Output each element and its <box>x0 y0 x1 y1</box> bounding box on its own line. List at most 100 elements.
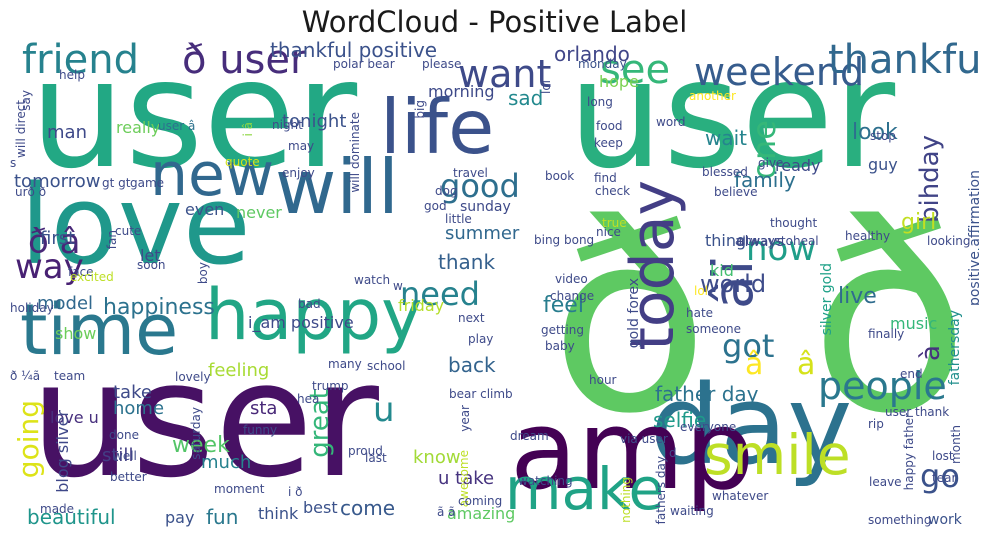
word-104: monday <box>578 57 627 71</box>
word-160: play <box>468 332 494 346</box>
word-125: stop <box>870 129 896 143</box>
word-3: user <box>30 326 379 513</box>
word-108: user â <box>158 119 196 133</box>
word-178: done <box>109 428 139 442</box>
word-29: way <box>15 247 84 287</box>
word-34: going <box>12 400 45 479</box>
word-17: make <box>505 455 665 523</box>
word-145: cute <box>115 224 142 238</box>
word-100: pay <box>165 508 195 527</box>
word-98: best <box>303 498 338 517</box>
word-88: sunday <box>460 199 511 215</box>
word-181: funny <box>243 423 278 437</box>
word-164: ð ¼ã <box>10 369 41 383</box>
word-40: orlando <box>554 42 630 66</box>
word-55: summer <box>445 223 520 244</box>
word-201: waiting <box>670 504 714 518</box>
word-19: ð user <box>182 40 307 83</box>
word-9: happy <box>205 274 423 356</box>
word-84: man <box>47 122 87 143</box>
word-161: baby <box>545 339 575 353</box>
word-93: kid <box>710 261 734 280</box>
word-39: thankful positive <box>270 40 438 62</box>
word-35: u <box>373 390 395 430</box>
word-197: whatever <box>712 489 769 503</box>
word-68: home <box>113 398 165 419</box>
word-150: watch <box>354 273 391 287</box>
word-89: friday <box>398 296 445 315</box>
word-99: think <box>258 504 299 523</box>
word-133: believe <box>714 185 758 199</box>
word-157: change <box>550 289 595 303</box>
word-59: week <box>172 433 230 458</box>
word-30: need <box>400 275 480 313</box>
word-152: bad <box>298 297 321 311</box>
word-155: hate <box>686 306 714 320</box>
word-80: silver gold <box>819 263 835 336</box>
word-128: urð ð <box>15 185 47 199</box>
word-86: even <box>185 200 225 219</box>
word-154: lol <box>694 284 709 298</box>
word-107: game <box>130 176 165 190</box>
word-38: à <box>916 345 946 361</box>
word-183: moment <box>214 482 265 496</box>
word-52: wait <box>705 126 748 150</box>
word-105: lol <box>539 80 553 95</box>
word-180: saturday <box>189 407 203 460</box>
word-103: please <box>422 57 462 71</box>
word-132: blessed <box>702 165 748 179</box>
word-130: find <box>594 171 617 185</box>
word-11: life <box>380 83 495 171</box>
word-50: tomorrow <box>14 171 101 192</box>
word-69: still <box>102 445 134 466</box>
word-56: thank <box>438 250 496 274</box>
word-70: much <box>201 452 252 473</box>
word-81: gold forex <box>626 278 642 349</box>
word-12: will <box>275 143 399 231</box>
word-131: check <box>595 184 631 198</box>
word-172: hour <box>589 373 617 387</box>
word-187: dream <box>510 429 549 443</box>
word-146: face <box>68 265 94 279</box>
word-190: d <box>669 446 677 460</box>
word-156: video <box>555 272 588 286</box>
word-199: watching <box>518 474 573 488</box>
word-18: friend <box>22 40 139 83</box>
word-16: smile <box>704 423 851 487</box>
word-5: ð <box>810 169 970 471</box>
word-96: music <box>890 314 938 333</box>
word-62: come <box>340 496 396 520</box>
word-20: see <box>600 47 671 93</box>
word-85: i_am positive <box>248 313 354 332</box>
word-51: sad <box>508 86 544 110</box>
word-176: everyone <box>680 420 737 434</box>
word-53: hope <box>599 72 639 91</box>
word-42: feel <box>543 293 584 318</box>
word-8: amp <box>510 386 755 514</box>
word-82: tonight <box>282 111 347 132</box>
word-22: thankful <box>828 40 979 83</box>
word-1: user <box>30 40 358 202</box>
word-73: amazing <box>447 504 516 523</box>
word-116: keep <box>594 136 623 150</box>
word-194: happy father <box>902 413 916 491</box>
word-2: user <box>568 40 896 202</box>
word-182: better <box>110 470 147 484</box>
word-79: dad <box>977 230 979 257</box>
word-66: love u <box>50 408 99 427</box>
word-186: last <box>365 451 387 465</box>
word-195: leave <box>869 475 902 489</box>
word-94: guy <box>868 155 898 174</box>
word-92: thing <box>705 231 747 250</box>
word-118: will direct <box>14 100 28 158</box>
word-60: beautiful <box>27 505 116 529</box>
word-142: healthy <box>845 229 891 243</box>
word-13: new <box>150 140 275 210</box>
word-6: love <box>20 161 251 289</box>
word-110: will dominate <box>348 112 362 193</box>
word-165: team <box>54 369 86 383</box>
word-4: ð <box>550 169 710 471</box>
word-123: book <box>545 169 575 183</box>
word-149: boy <box>196 262 210 285</box>
word-97: sta <box>250 398 278 419</box>
